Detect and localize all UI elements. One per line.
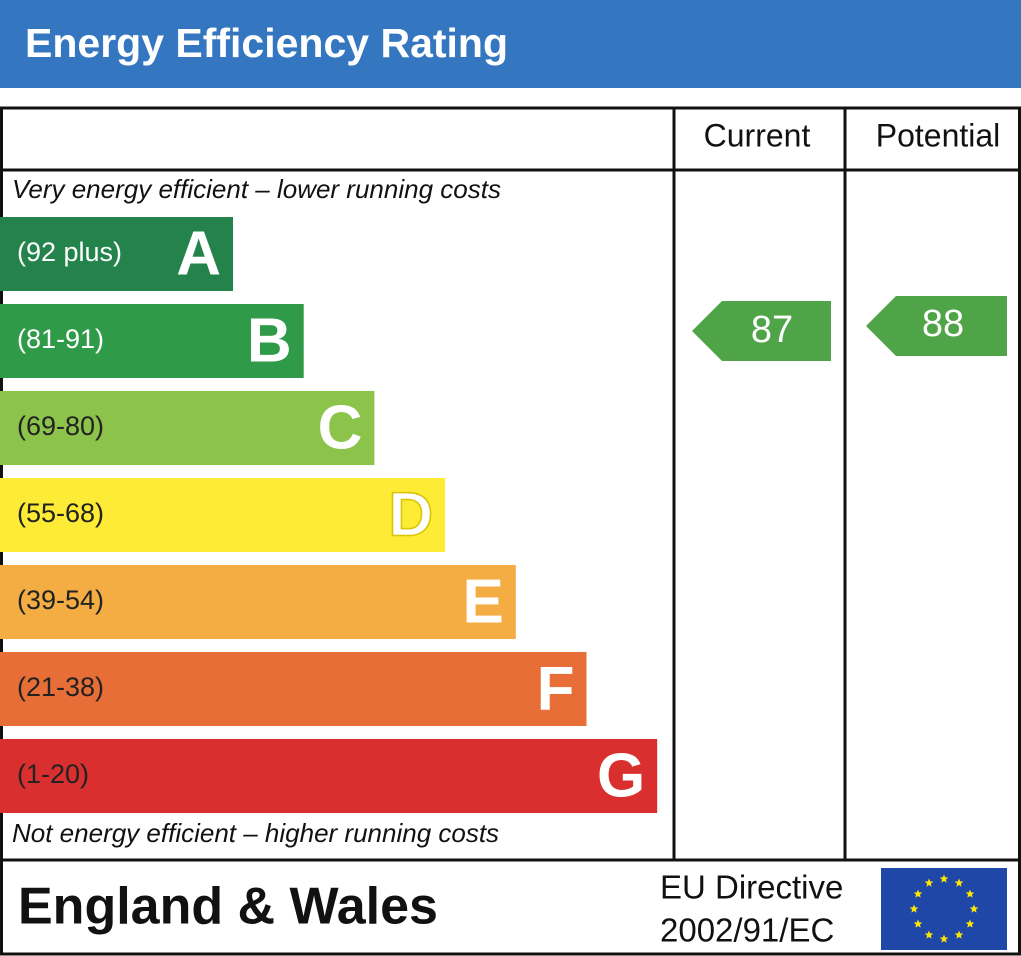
column-header: Potential — [876, 117, 1001, 153]
eu-star — [924, 930, 934, 939]
eu-star — [939, 874, 949, 883]
top-note: Very energy efficient – lower running co… — [12, 174, 501, 204]
band-range: (69-80) — [17, 411, 104, 441]
band-letter: A — [176, 219, 221, 288]
band-letter: B — [247, 306, 292, 375]
band-range: (39-54) — [17, 585, 104, 615]
band-range: (92 plus) — [17, 237, 122, 267]
band-range: (1-20) — [17, 759, 89, 789]
band-bar — [0, 391, 375, 465]
eu-star — [924, 878, 934, 887]
band-letter: D — [388, 480, 433, 549]
band-bar — [0, 652, 587, 726]
band-bar — [0, 478, 446, 552]
bands: (92 plus) A (81-91) B (69-80) C (55-68) D (39-54… — [0, 217, 658, 813]
band-bar — [0, 739, 658, 813]
current-arrow — [692, 301, 831, 361]
eu-star — [969, 904, 979, 913]
column-header: Current — [704, 117, 811, 153]
potential-arrow — [866, 296, 1007, 356]
eu-star — [913, 889, 923, 898]
band-letter: E — [462, 567, 503, 636]
band-bar — [0, 217, 233, 291]
eu-star — [965, 919, 975, 928]
current-rating: 87 — [751, 309, 793, 351]
band-range: (55-68) — [17, 498, 104, 528]
directive: EU Directive — [660, 869, 843, 906]
band-range: (81-91) — [17, 324, 104, 354]
directive: 2002/91/EC — [660, 912, 834, 949]
eu-star — [954, 878, 964, 887]
band-range: (21-38) — [17, 672, 104, 702]
eu-star — [939, 934, 949, 943]
band-bar — [0, 565, 516, 639]
title: Energy Efficiency Rating — [25, 20, 508, 66]
eu-stars — [909, 874, 979, 943]
band-bar — [0, 304, 304, 378]
region: England & Wales — [18, 878, 438, 936]
band-letter: F — [537, 654, 575, 723]
eu-star — [965, 889, 975, 898]
eu-star — [913, 919, 923, 928]
band-letter: C — [318, 393, 363, 462]
bottom-note: Not energy efficient – higher running co… — [12, 818, 499, 848]
band-letter: G — [597, 741, 645, 810]
header-bar — [0, 0, 1021, 88]
eu-star — [909, 904, 919, 913]
potential-rating: 88 — [922, 303, 964, 345]
eu-star — [954, 930, 964, 939]
